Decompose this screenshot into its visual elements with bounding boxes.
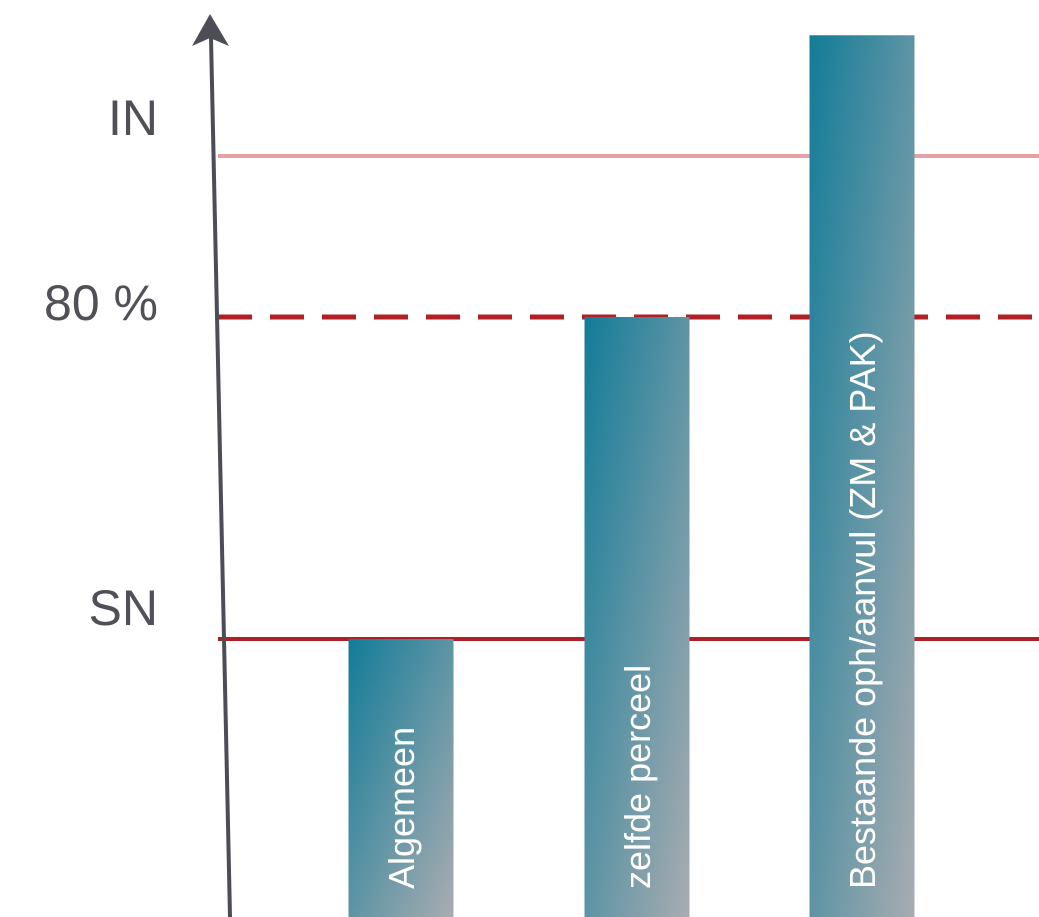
bar-label-1: zelfde perceel (617, 665, 658, 889)
reference-label-0: IN (108, 90, 158, 146)
y-axis-line (209, 37, 232, 917)
reference-labels: IN 80 % SN (44, 90, 158, 636)
reference-label-2: SN (89, 580, 158, 636)
bar-label-0: Algemeen (381, 727, 422, 889)
bars: Algemeen zelfde perceel Bestaande oph/aanv… (348, 35, 915, 917)
bar-label-2: Bestaande oph/aanvul (ZM & PAK) (842, 331, 883, 889)
bar-0 (348, 639, 454, 917)
y-axis (192, 14, 232, 917)
bar-2 (809, 35, 915, 917)
bar-1 (584, 317, 690, 917)
y-axis-arrow-icon (192, 14, 229, 46)
reference-label-1: 80 % (44, 275, 158, 331)
